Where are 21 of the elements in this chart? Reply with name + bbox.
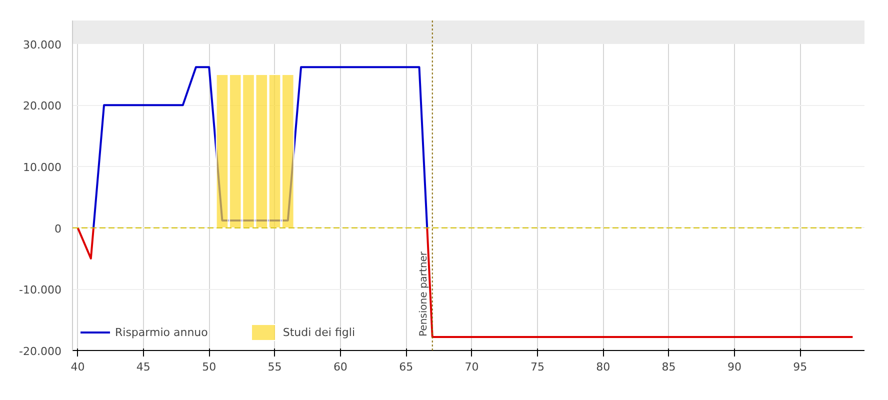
x-tick-label: 40 xyxy=(70,360,85,374)
x-tick-label: 55 xyxy=(268,360,282,374)
x-tick-label: 50 xyxy=(202,360,216,374)
x-tick-label: 90 xyxy=(727,360,742,374)
x-tick-label: 85 xyxy=(662,360,676,374)
ref-line-label: Pensione partner xyxy=(418,250,430,336)
y-tick-label: 10.000 xyxy=(23,160,62,174)
x-tick-label: 75 xyxy=(530,360,544,374)
y-tick-label: 20.000 xyxy=(23,100,62,113)
y-tick-label: -10.000 xyxy=(19,284,62,297)
y-tick-label: -20.000 xyxy=(19,345,62,358)
legend-label: Risparmio annuo xyxy=(115,326,208,338)
y-tick-label: 30.000 xyxy=(23,38,62,52)
x-tick-label: 65 xyxy=(399,360,414,374)
x-tick-label: 45 xyxy=(136,360,150,374)
x-tick-label: 80 xyxy=(596,360,610,374)
y-tick-label: 0 xyxy=(54,222,62,236)
x-tick-label: 60 xyxy=(333,360,348,374)
legend-label: Studi dei figli xyxy=(282,326,356,338)
x-tick-label: 95 xyxy=(793,360,808,374)
x-tick-label: 70 xyxy=(464,360,479,374)
